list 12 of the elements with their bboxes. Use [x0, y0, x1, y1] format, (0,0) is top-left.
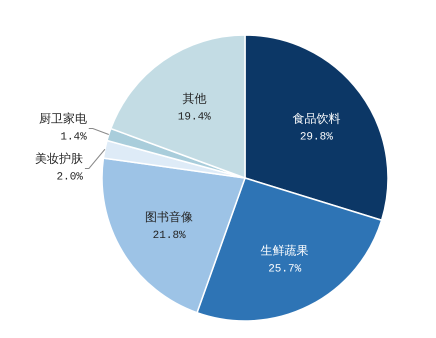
data-label: 29.8%: [300, 131, 334, 144]
slice-label: 生鲜蔬果: [260, 243, 309, 258]
slice-label: 厨卫家电: [38, 111, 87, 126]
data-label: 21.8%: [152, 230, 186, 242]
slice-label: 美妆护肤: [34, 151, 83, 166]
slice-label: 图书音像: [145, 210, 194, 224]
slice-label: 其他: [182, 91, 206, 106]
data-label: 19.4%: [178, 111, 212, 124]
data-label: 1.4%: [60, 131, 88, 144]
slice-label: 食品饮料: [292, 111, 340, 126]
data-label: 2.0%: [56, 171, 84, 184]
data-label: 25.7%: [268, 263, 302, 276]
